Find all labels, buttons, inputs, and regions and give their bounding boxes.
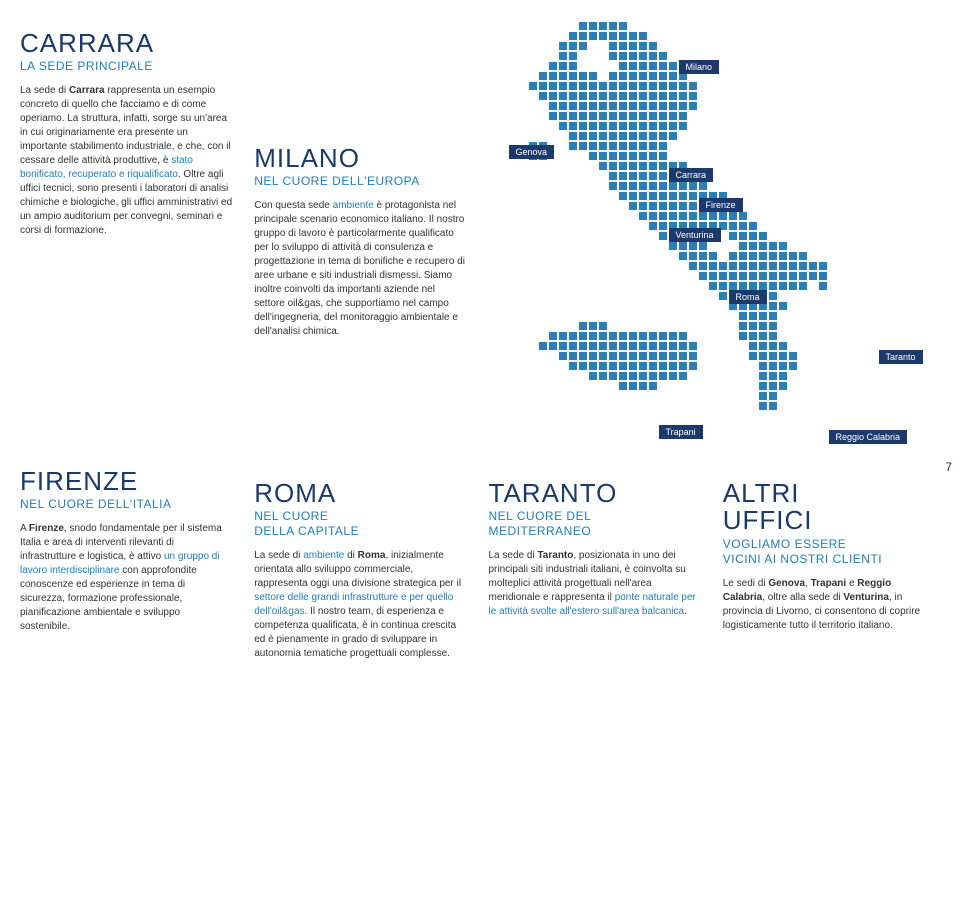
altri-subtitle: VOGLIAMO ESSEREVICINI AI NOSTRI CLIENTI xyxy=(723,537,935,567)
taranto-title: TARANTO xyxy=(489,480,701,507)
roma-title: ROMA xyxy=(254,480,466,507)
map-label-genova: Genova xyxy=(509,145,555,159)
section-firenze: FIRENZE NEL CUORE DELL'ITALIA A Firenze,… xyxy=(20,468,232,661)
page-number: 7 xyxy=(945,460,952,474)
altri-title: ALTRIUFFICI xyxy=(723,480,935,535)
carrara-title: CARRARA xyxy=(20,30,232,57)
map-label-firenze: Firenze xyxy=(699,198,743,212)
map-label-taranto: Taranto xyxy=(879,350,923,364)
map-label-roma: Roma xyxy=(729,290,767,304)
firenze-subtitle: NEL CUORE DELL'ITALIA xyxy=(20,497,232,512)
milano-subtitle: NEL CUORE DELL'EUROPA xyxy=(254,174,466,189)
altri-body: Le sedi di Genova, Trapani e Reggio Cala… xyxy=(723,577,935,633)
milano-body: Con questa sede ambiente è protagonista … xyxy=(254,199,466,339)
section-milano: MILANO NEL CUORE DELL'EUROPA Con questa … xyxy=(254,30,466,462)
map-label-reggio: Reggio Calabria xyxy=(829,430,908,444)
map-label-milano: Milano xyxy=(679,60,720,74)
taranto-subtitle: NEL CUORE DELMEDITERRANEO xyxy=(489,509,701,539)
taranto-body: La sede di Taranto, posizionata in uno d… xyxy=(489,549,701,619)
map-label-trapani: Trapani xyxy=(659,425,703,439)
carrara-body: La sede di Carrara rappresenta un esempi… xyxy=(20,84,232,238)
firenze-title: FIRENZE xyxy=(20,468,232,495)
italy-map-svg xyxy=(479,22,919,462)
map-label-carrara: Carrara xyxy=(669,168,714,182)
section-carrara: CARRARA LA SEDE PRINCIPALE La sede di Ca… xyxy=(20,30,232,462)
italy-map: Milano Genova Carrara Firenze Venturina … xyxy=(489,30,936,462)
milano-title: MILANO xyxy=(254,145,466,172)
section-roma: ROMA NEL CUOREDELLA CAPITALE La sede di … xyxy=(254,480,466,661)
section-altri: ALTRIUFFICI VOGLIAMO ESSEREVICINI AI NOS… xyxy=(723,480,935,661)
map-label-venturina: Venturina xyxy=(669,228,721,242)
roma-subtitle: NEL CUOREDELLA CAPITALE xyxy=(254,509,466,539)
section-taranto: TARANTO NEL CUORE DELMEDITERRANEO La sed… xyxy=(489,480,701,661)
carrara-subtitle: LA SEDE PRINCIPALE xyxy=(20,59,232,74)
roma-body: La sede di ambiente di Roma, inizialment… xyxy=(254,549,466,661)
firenze-body: A Firenze, snodo fondamentale per il sis… xyxy=(20,522,232,634)
